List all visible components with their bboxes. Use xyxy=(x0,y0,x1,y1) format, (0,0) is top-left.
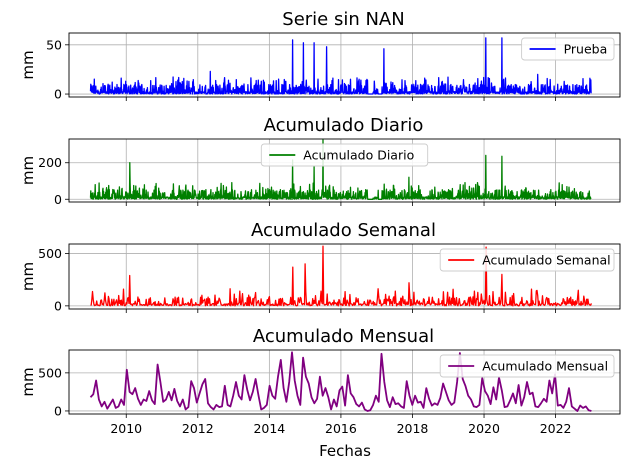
x-tick-label: 2014 xyxy=(253,421,285,436)
series-line xyxy=(90,245,593,307)
legend-box xyxy=(439,248,615,272)
y-tick-label: 50 xyxy=(46,37,62,52)
y-axis-label: mm xyxy=(19,262,37,291)
y-tick-label: 0 xyxy=(54,192,62,207)
subplot-title: Acumulado Diario xyxy=(264,115,424,136)
x-tick-label: 2022 xyxy=(540,421,572,436)
legend-label: Prueba xyxy=(564,42,608,57)
legend: Prueba xyxy=(521,37,615,61)
subplot-3: 0 500 Acumulado Semanal mm Acumulado Semanal xyxy=(19,220,621,313)
y-tick-label: 0 xyxy=(54,403,62,418)
axes-frame xyxy=(68,243,621,310)
legend-label: Acumulado Mensual xyxy=(482,359,608,374)
axes-frame xyxy=(68,32,621,98)
subplots: 0 50 Serie sin NAN mm Prueba 0 200 Acumulado Di… xyxy=(19,9,621,436)
y-tick-label: 0 xyxy=(54,298,62,313)
legend: Acumulado Diario xyxy=(260,143,429,167)
x-axis-label: Fechas xyxy=(319,442,371,460)
y-axis-label: mm xyxy=(19,367,37,396)
subplot-title: Acumulado Semanal xyxy=(251,220,436,241)
x-tick-label: 2012 xyxy=(182,421,214,436)
legend-box xyxy=(260,143,429,167)
legend-label: Acumulado Diario xyxy=(303,148,414,163)
subplot-1: 0 50 Serie sin NAN mm Prueba xyxy=(19,9,621,102)
axes-frame xyxy=(68,349,621,415)
series-line xyxy=(89,351,592,412)
axes-frame xyxy=(68,138,621,203)
y-axis-label: mm xyxy=(19,50,37,79)
legend-label: Acumulado Semanal xyxy=(482,253,610,268)
legend-box xyxy=(521,37,615,61)
series-line xyxy=(89,37,592,95)
x-tick-label: 2018 xyxy=(397,421,429,436)
x-tick-label: 2020 xyxy=(468,421,500,436)
subplot-4: 2010 2012 2014 2016 2018 2020 2022 0 500 Acumulad… xyxy=(19,326,621,436)
legend: Acumulado Mensual xyxy=(439,354,615,378)
series-line xyxy=(89,139,592,200)
y-axis-label: mm xyxy=(19,156,37,185)
legend: Acumulado Semanal xyxy=(439,248,615,272)
subplot-title: Acumulado Mensual xyxy=(253,326,434,347)
subplot-title: Serie sin NAN xyxy=(282,9,404,30)
y-tick-label: 200 xyxy=(38,155,62,170)
x-tick-label: 2010 xyxy=(110,421,142,436)
y-tick-label: 0 xyxy=(54,87,62,102)
y-tick-label: 500 xyxy=(38,246,62,261)
x-tick-label: 2016 xyxy=(325,421,357,436)
y-tick-label: 500 xyxy=(38,365,62,380)
legend-box xyxy=(439,354,615,378)
subplot-2: 0 200 Acumulado Diario mm Acumulado Diario xyxy=(19,115,621,207)
